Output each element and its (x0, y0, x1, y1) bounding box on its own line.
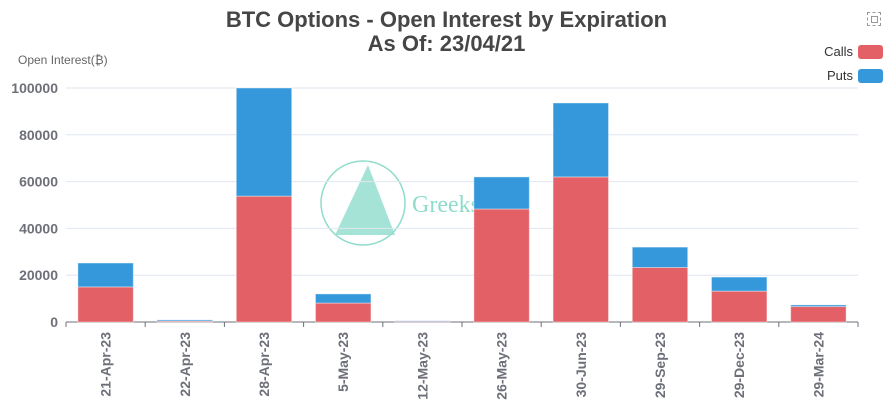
bar-puts (156, 319, 214, 322)
y-tick-label: 80000 (19, 127, 58, 143)
bar-calls (631, 266, 689, 323)
y-tick-label: 20000 (19, 267, 58, 283)
x-tick-label: 29-Dec-23 (731, 332, 747, 398)
bar-calls (790, 306, 847, 323)
legend-item-calls[interactable]: Calls (824, 44, 883, 59)
y-axis-title: Open Interest(₿) (18, 53, 108, 67)
bar-calls (710, 290, 768, 323)
bar-puts (77, 262, 134, 288)
y-tick-label: 40000 (19, 220, 58, 236)
y-tick-label: 100000 (11, 80, 58, 96)
y-tick-label: 0 (50, 314, 58, 330)
x-tick-label: 22-Apr-23 (177, 332, 193, 397)
legend-swatch (858, 44, 883, 59)
x-tick-label: 5-May-23 (335, 332, 351, 392)
legend-label: Calls (824, 44, 853, 59)
watermark-logo-circle (320, 160, 406, 246)
bar-calls (552, 176, 610, 323)
fullscreen-icon[interactable] (867, 12, 881, 26)
subtitle-text: As Of: 23/04/21 (367, 31, 526, 56)
bar-puts (552, 102, 610, 178)
x-tick-label: 29-Mar-24 (810, 332, 826, 398)
legend-label: Puts (826, 68, 853, 83)
x-tick-label: 30-Jun-23 (573, 332, 589, 398)
title-text: BTC Options - Open Interest by Expiratio… (225, 7, 668, 32)
x-tick-label: 29-Sep-23 (652, 332, 668, 398)
y-tick-label: 60000 (19, 174, 58, 190)
bar-puts (631, 246, 689, 268)
bar-calls (235, 195, 293, 323)
bar-puts (790, 304, 847, 308)
watermark-logo-triangle (335, 165, 395, 235)
x-tick-label: 21-Apr-23 (98, 332, 114, 397)
bar-calls (77, 286, 134, 323)
x-tick-label: 28-Apr-23 (256, 332, 272, 397)
bar-puts (710, 276, 768, 292)
x-tick-label: 12-May-23 (414, 332, 430, 400)
bar-puts (235, 87, 293, 197)
x-tick-label: 26-May-23 (494, 332, 510, 400)
bar-puts (394, 320, 451, 322)
chart-title: BTC Options - Open Interest by Expiratio… (0, 8, 893, 56)
bar-puts (473, 176, 530, 210)
legend-swatch (858, 68, 883, 83)
bar-calls (314, 302, 372, 323)
bar-puts (314, 293, 372, 304)
legend-item-puts[interactable]: Puts (827, 68, 883, 83)
bar-calls (473, 208, 530, 323)
